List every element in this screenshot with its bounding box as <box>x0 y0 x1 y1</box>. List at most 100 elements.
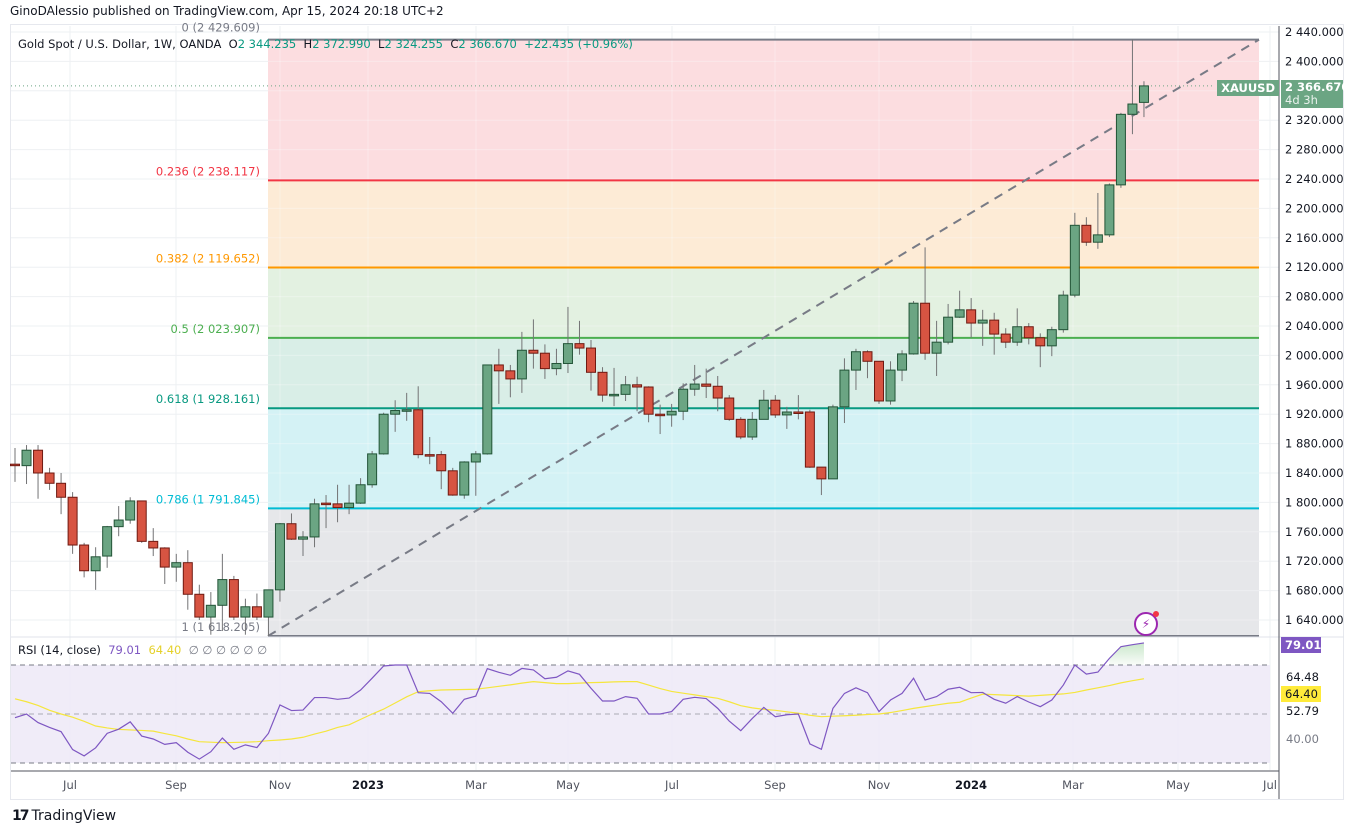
candle <box>125 497 136 524</box>
candle <box>689 364 700 396</box>
candle <box>459 461 470 499</box>
open-value: 2 344.235 <box>237 37 297 51</box>
price-axis-tick: 2 200.000 <box>1285 201 1344 215</box>
time-axis-tick: Mar <box>1062 778 1084 792</box>
candle-body <box>1000 333 1011 343</box>
candle <box>44 467 55 490</box>
candle <box>1138 81 1149 118</box>
candle-body <box>897 353 908 371</box>
candle-body <box>182 562 193 595</box>
candle-body <box>586 347 596 373</box>
candle <box>1046 326 1057 357</box>
candle <box>827 404 838 480</box>
candle-body <box>655 413 666 417</box>
rsi-line <box>14 642 1145 760</box>
candle-body <box>609 393 620 397</box>
rsi-ma-value-tag: 64.40 <box>1281 686 1321 702</box>
time-axis-tick: Sep <box>764 778 786 792</box>
time-axis-tick: May <box>1166 778 1190 792</box>
price-axis-tick: 2 320.000 <box>1285 113 1344 127</box>
candle <box>470 450 481 496</box>
candle <box>286 513 297 540</box>
candle <box>413 386 424 459</box>
candle <box>977 309 988 346</box>
candle <box>712 375 723 412</box>
candle-body <box>21 449 32 467</box>
candle <box>1081 217 1092 246</box>
candle <box>920 247 931 360</box>
candle-body <box>459 461 470 496</box>
candle-body <box>401 409 412 412</box>
candle-body <box>493 364 504 372</box>
candle-body <box>931 341 942 354</box>
candle-body <box>735 418 746 438</box>
candle-body <box>551 362 562 370</box>
change-value: +22.435 (+0.96%) <box>524 37 633 51</box>
candle-body <box>344 502 355 509</box>
candle-body <box>33 449 44 474</box>
rsi-axis-label: 52.79 <box>1286 704 1319 718</box>
candle-body <box>781 411 792 416</box>
candle-body <box>528 349 539 354</box>
candle-body <box>574 343 585 349</box>
candle <box>1092 192 1103 249</box>
trend-line <box>267 38 1260 637</box>
candle-body <box>701 383 712 387</box>
candle <box>816 466 827 496</box>
candle-body <box>240 606 251 618</box>
candle-body <box>689 383 700 390</box>
candle <box>620 375 631 401</box>
candle <box>770 395 781 418</box>
low-label: L <box>378 37 385 51</box>
time-axis-tick: Nov <box>269 778 292 792</box>
candle <box>493 348 504 404</box>
rsi-axis-label: 40.00 <box>1286 732 1319 746</box>
fib-level-label: 0.236 (2 238.117) <box>156 164 260 178</box>
candle <box>1012 308 1023 346</box>
close-value: 2 366.670 <box>458 37 517 51</box>
candle-body <box>1069 224 1080 296</box>
candle-body <box>643 386 654 415</box>
candle <box>931 320 942 376</box>
fib-level-label: 0.382 (2 119.652) <box>156 251 260 265</box>
candle <box>309 498 320 548</box>
candle-body <box>562 343 573 364</box>
candle-body <box>839 369 850 408</box>
price-axis-tick: 1 760.000 <box>1285 525 1344 539</box>
candle <box>989 312 1000 355</box>
candle-body <box>390 410 401 415</box>
candle-body <box>989 319 1000 335</box>
candle <box>251 593 262 620</box>
rsi-value: 79.01 <box>108 643 142 657</box>
fib-level-label: 0.5 (2 023.907) <box>171 322 260 336</box>
candle-body <box>251 606 262 618</box>
symbol-price-tag: XAUUSD <box>1217 80 1279 96</box>
rsi-overbought-fill <box>1109 642 1144 665</box>
candle <box>862 350 873 379</box>
fib-level-label: 1 (1 618.205) <box>182 620 260 634</box>
candle-body <box>908 302 919 355</box>
symbol-name[interactable]: Gold Spot / U.S. Dollar, 1W, OANDA <box>18 37 222 51</box>
candle-body <box>943 316 954 343</box>
candle-body <box>1104 184 1115 236</box>
candle <box>136 500 147 543</box>
fib-zone <box>268 267 1259 338</box>
rsi-band <box>11 665 1270 763</box>
candle <box>597 367 608 402</box>
footer-brand[interactable]: TradingView <box>31 808 117 824</box>
time-axis-tick: Jul <box>1262 778 1277 792</box>
candle <box>1069 212 1080 298</box>
candle <box>67 492 78 554</box>
rsi-title[interactable]: RSI (14, close) <box>18 643 101 657</box>
price-axis-tick: 2 280.000 <box>1285 143 1344 157</box>
candle <box>10 448 20 482</box>
time-axis-tick: Jul <box>664 778 679 792</box>
price-axis-tick: 2 120.000 <box>1285 260 1344 274</box>
time-axis-tick: 2023 <box>352 778 384 792</box>
candle <box>90 547 101 590</box>
candle <box>378 412 389 455</box>
alert-lightning-button[interactable]: ⚡ <box>1134 611 1159 636</box>
candle-body <box>1046 329 1057 347</box>
candle-body <box>90 556 101 572</box>
